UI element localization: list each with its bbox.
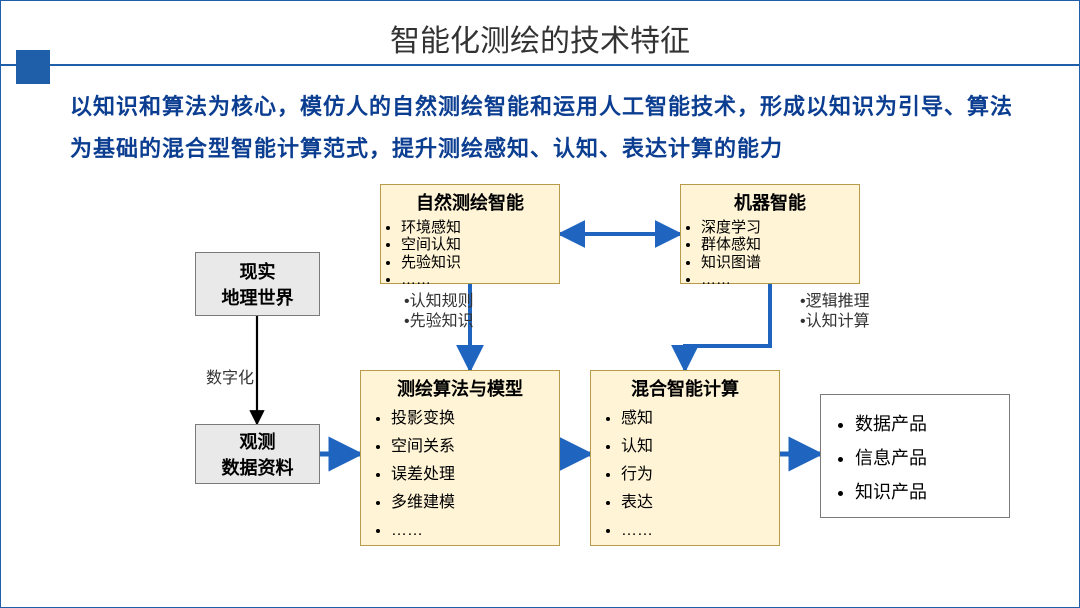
node-natural-title: 自然测绘智能 — [381, 185, 559, 215]
description-text: 以知识和算法为核心，模仿人的自然测绘智能和运用人工智能技术，形成以知识为引导、算… — [70, 86, 1030, 170]
node-algo-title: 测绘算法与模型 — [361, 371, 559, 401]
node-algo: 测绘算法与模型投影变换空间关系误差处理多维建模…… — [360, 370, 560, 546]
node-hybrid: 混合智能计算感知认知行为表达…… — [590, 370, 780, 546]
slide-title: 智能化测绘的技术特征 — [0, 16, 1080, 60]
node-algo-items: 投影变换空间关系误差处理多维建模…… — [361, 405, 559, 545]
node-natural: 自然测绘智能环境感知空间认知先验知识…… — [380, 184, 560, 284]
node-hybrid-items: 感知认知行为表达…… — [591, 405, 779, 545]
label-natural-down: •认知规则•先验知识 — [404, 292, 474, 332]
node-reality-title: 现实地理世界 — [196, 253, 319, 315]
node-observe-title: 观测数据资料 — [196, 425, 319, 483]
label-digitize: 数字化 — [206, 364, 254, 388]
node-natural-items: 环境感知空间认知先验知识…… — [381, 219, 559, 288]
slide: 智能化测绘的技术特征 以知识和算法为核心，模仿人的自然测绘智能和运用人工智能技术… — [0, 0, 1080, 608]
node-machine-title: 机器智能 — [681, 185, 859, 215]
node-observe: 观测数据资料 — [195, 424, 320, 484]
node-machine-items: 深度学习群体感知知识图谱…… — [681, 219, 859, 288]
node-machine: 机器智能深度学习群体感知知识图谱…… — [680, 184, 860, 284]
node-hybrid-title: 混合智能计算 — [591, 371, 779, 401]
node-products-items: 数据产品信息产品知识产品 — [821, 407, 1009, 510]
node-products: 数据产品信息产品知识产品 — [820, 394, 1010, 518]
title-rule — [0, 64, 1080, 66]
accent-square — [16, 50, 50, 84]
node-reality: 现实地理世界 — [195, 252, 320, 316]
edge-machine-to-hybrid — [685, 284, 770, 370]
label-machine-down: •逻辑推理•认知计算 — [800, 292, 870, 332]
